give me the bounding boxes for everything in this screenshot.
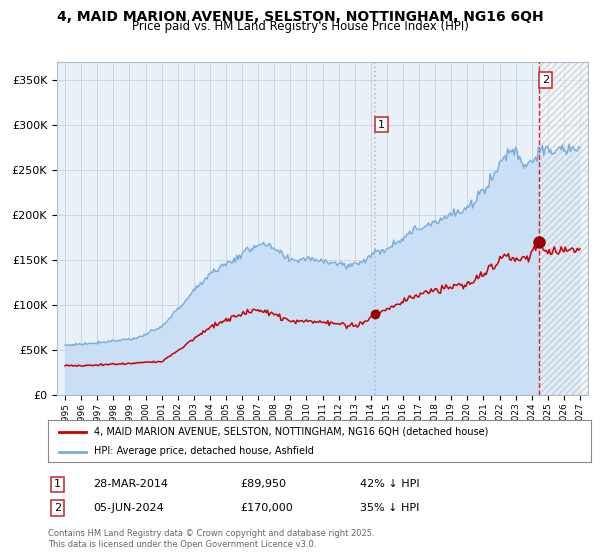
- Text: 2: 2: [542, 75, 549, 85]
- Text: 35% ↓ HPI: 35% ↓ HPI: [360, 503, 419, 513]
- Text: Contains HM Land Registry data © Crown copyright and database right 2025.
This d: Contains HM Land Registry data © Crown c…: [48, 529, 374, 549]
- Text: 4, MAID MARION AVENUE, SELSTON, NOTTINGHAM, NG16 6QH (detached house): 4, MAID MARION AVENUE, SELSTON, NOTTINGH…: [94, 427, 488, 437]
- Text: 1: 1: [54, 479, 61, 489]
- Bar: [539, 62, 588, 395]
- Text: £89,950: £89,950: [240, 479, 286, 489]
- Text: 2: 2: [54, 503, 61, 513]
- Text: 05-JUN-2024: 05-JUN-2024: [93, 503, 164, 513]
- Text: 42% ↓ HPI: 42% ↓ HPI: [360, 479, 419, 489]
- Text: £170,000: £170,000: [240, 503, 293, 513]
- Text: Price paid vs. HM Land Registry's House Price Index (HPI): Price paid vs. HM Land Registry's House …: [131, 20, 469, 33]
- Text: 28-MAR-2014: 28-MAR-2014: [93, 479, 168, 489]
- Text: HPI: Average price, detached house, Ashfield: HPI: Average price, detached house, Ashf…: [94, 446, 314, 456]
- Text: 4, MAID MARION AVENUE, SELSTON, NOTTINGHAM, NG16 6QH: 4, MAID MARION AVENUE, SELSTON, NOTTINGH…: [56, 10, 544, 24]
- Text: 1: 1: [378, 120, 385, 129]
